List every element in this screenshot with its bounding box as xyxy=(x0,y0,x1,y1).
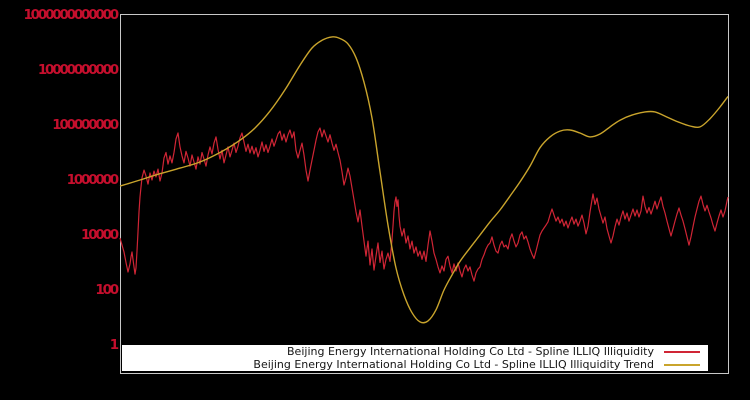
y-tick-label: 10000 xyxy=(81,227,119,243)
y-tick-label: 100000000 xyxy=(52,117,119,133)
y-tick-label: 1 xyxy=(109,337,119,353)
legend-line-sample-trend xyxy=(664,363,700,366)
legend-label-illiquidity: Beijing Energy International Holding Co … xyxy=(287,345,654,358)
legend-item-trend: Beijing Energy International Holding Co … xyxy=(122,358,708,371)
y-tick-label: 100 xyxy=(95,282,119,298)
series-lines xyxy=(119,36,729,324)
plot-border xyxy=(120,14,729,374)
legend-label-trend: Beijing Energy International Holding Co … xyxy=(253,358,654,371)
series-line-1 xyxy=(119,36,729,324)
y-tick-label: 1000000000000 xyxy=(23,7,119,23)
legend-line-sample-illiquidity xyxy=(664,350,700,353)
legend-item-illiquidity: Beijing Energy International Holding Co … xyxy=(122,345,708,358)
legend: Beijing Energy International Holding Co … xyxy=(122,345,708,371)
y-tick-label: 10000000000 xyxy=(37,62,119,78)
y-tick-label: 1000000 xyxy=(66,172,120,188)
series-line-0 xyxy=(119,127,729,282)
